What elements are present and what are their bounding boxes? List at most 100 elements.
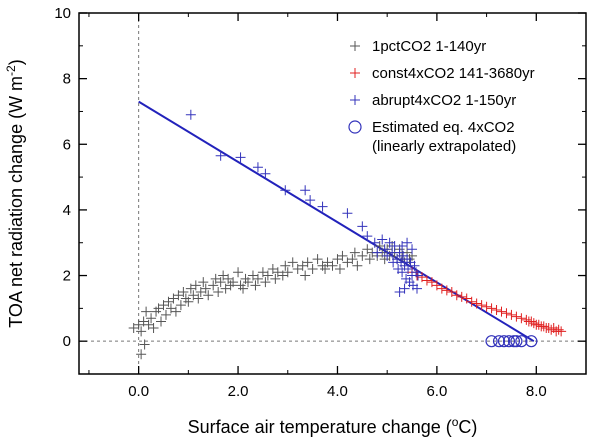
x-axis-title: Surface air temperature change (oC) — [188, 415, 478, 437]
circle-point — [485, 335, 498, 348]
plus-point — [215, 150, 226, 161]
legend-item-const4xco2: const4xCO2 141-3680yr — [350, 65, 535, 82]
plus-point — [407, 244, 418, 255]
series-1-points — [407, 267, 567, 337]
plus-point — [364, 254, 375, 265]
plus-point — [156, 316, 167, 327]
plus-point — [175, 300, 186, 311]
y-tick-label: 4 — [63, 202, 71, 219]
legend-circle-mark — [348, 120, 362, 134]
plus-point — [357, 221, 368, 232]
y-tick-label: 10 — [54, 5, 71, 22]
plus-point — [307, 263, 318, 274]
plus-point — [260, 168, 271, 179]
plus-point — [148, 323, 159, 334]
legend-plus-mark — [350, 41, 360, 51]
plus-point — [538, 321, 549, 332]
plus-point — [456, 291, 467, 302]
plus-point — [421, 275, 432, 286]
plus-point — [252, 273, 263, 284]
plus-point — [511, 311, 522, 322]
plus-point — [337, 250, 348, 261]
y-tick-label: 8 — [63, 71, 71, 88]
plus-point — [347, 254, 358, 265]
circle-point — [497, 335, 511, 348]
plus-point — [243, 277, 253, 288]
reference-lines — [79, 13, 586, 374]
legend-marker-plus-blue — [350, 95, 360, 105]
y-axis-title: TOA net radiation change (W m-2) — [4, 59, 26, 327]
circle-point — [525, 335, 538, 348]
plus-point — [436, 283, 447, 294]
plus-point — [506, 309, 517, 320]
plus-point — [280, 185, 291, 196]
plus-point — [185, 109, 196, 120]
plus-point — [556, 326, 567, 337]
plus-point — [334, 263, 345, 274]
plus-point — [305, 195, 316, 206]
plus-point — [412, 283, 422, 294]
plus-point — [300, 185, 311, 196]
legend-label: 1pctCO2 1-140yr — [372, 38, 486, 55]
legend-item-abrupt4xco2: abrupt4xCO2 1-150yr — [350, 92, 516, 109]
plus-point — [200, 283, 211, 294]
plus-point — [476, 300, 487, 311]
plus-point — [320, 263, 331, 274]
y-tick-label: 2 — [63, 268, 71, 285]
legend-marker-plus-gray — [350, 41, 360, 51]
plus-point — [233, 267, 244, 278]
plus-point — [403, 263, 414, 274]
plus-point — [203, 290, 214, 301]
legend-marker-plus-red — [350, 68, 360, 78]
plus-point — [471, 298, 482, 309]
plus-point — [312, 254, 323, 265]
plus-point — [357, 250, 368, 261]
plus-point — [136, 349, 147, 360]
regression-line — [138, 100, 535, 343]
plus-point — [362, 231, 373, 242]
plus-point — [213, 286, 224, 297]
plus-point — [282, 267, 293, 278]
plus-point — [412, 270, 423, 281]
plus-point — [352, 260, 363, 271]
plus-point — [397, 267, 408, 278]
plus-point — [146, 313, 157, 324]
plot-frame — [78, 12, 587, 375]
plus-point — [402, 237, 413, 248]
plus-point — [160, 309, 171, 320]
circle-point — [515, 335, 528, 348]
plus-point — [379, 244, 390, 255]
plus-point — [262, 270, 273, 281]
legend-label: Estimated eq. 4xCO2 — [372, 119, 515, 136]
plus-point — [270, 273, 281, 284]
plus-point — [250, 280, 261, 291]
legend: 1pctCO2 1-140yr const4xCO2 141-3680yr ab… — [348, 38, 535, 155]
plus-point — [496, 306, 507, 317]
x-tick-label: 4.0 — [327, 383, 348, 400]
legend-label: const4xCO2 141-3680yr — [372, 65, 535, 82]
legend-plus-mark — [350, 95, 360, 105]
legend-label: abrupt4xCO2 1-150yr — [372, 92, 516, 109]
plus-point — [252, 162, 263, 173]
plus-point — [183, 296, 194, 307]
plus-point — [553, 324, 564, 335]
legend-plus-mark — [350, 68, 360, 78]
plus-point — [317, 201, 328, 212]
plus-point — [215, 277, 226, 288]
plus-point — [466, 296, 477, 307]
plus-point — [377, 234, 388, 245]
regression-line-group — [138, 100, 535, 343]
plus-point — [300, 270, 311, 281]
plus-point — [287, 257, 298, 268]
plus-point — [178, 286, 189, 297]
circle-point — [502, 335, 516, 348]
plus-point — [491, 305, 502, 316]
plus-point — [486, 303, 497, 314]
plus-point — [260, 277, 271, 288]
plus-point — [516, 313, 527, 324]
legend-item-estimated-eq: Estimated eq. 4xCO2 (linearly extrapolat… — [348, 119, 516, 155]
legend-item-1pctco2: 1pctCO2 1-140yr — [350, 38, 486, 55]
x-tick-label: 2.0 — [228, 383, 249, 400]
axis-ticks: 0.0 2.0 4.0 6.0 8.0 0 2 4 6 8 10 — [54, 5, 587, 400]
plus-point — [349, 247, 360, 258]
